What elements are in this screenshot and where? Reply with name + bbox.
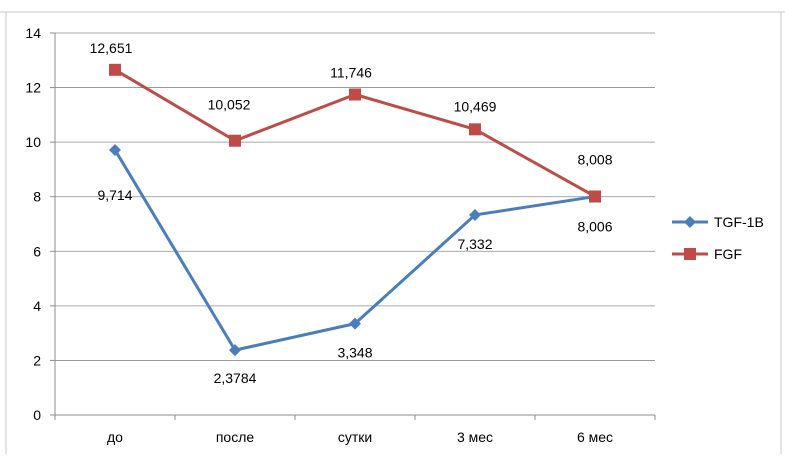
- data-label: 10,469: [454, 98, 497, 114]
- y-tick-label: 14: [25, 25, 41, 41]
- data-point: [229, 134, 241, 147]
- x-tick-labels: до после сутки 3 мес 6 мес: [107, 429, 613, 445]
- y-tick-label: 0: [33, 407, 41, 423]
- data-label: 3,348: [337, 345, 372, 361]
- data-label: 2,3784: [214, 370, 257, 386]
- y-tick-label: 6: [33, 243, 41, 259]
- y-tick-labels: 0 2 4 6 8 10 12 14: [25, 25, 41, 423]
- y-tick-label: 4: [33, 298, 41, 314]
- data-point: [109, 63, 121, 76]
- x-tick-label: 6 мес: [577, 429, 613, 445]
- data-point: [469, 123, 481, 136]
- y-tick-label: 8: [33, 189, 41, 205]
- legend-marker: [684, 216, 696, 228]
- gridlines: [55, 32, 655, 361]
- data-point: [349, 88, 361, 101]
- y-tick-label: 12: [25, 80, 41, 96]
- data-label: 10,052: [208, 97, 251, 113]
- data-labels: 9,714 2,3784 3,348 7,332 8,006 12,651 10,052 11…: [90, 40, 613, 386]
- data-label: 12,651: [90, 40, 133, 56]
- y-tick-label: 10: [25, 134, 41, 150]
- legend-marker: [684, 248, 696, 260]
- data-label: 8,008: [577, 151, 612, 167]
- data-point: [469, 208, 481, 221]
- axes: [50, 32, 656, 420]
- data-label: 7,332: [457, 236, 492, 252]
- data-point: [349, 317, 361, 330]
- legend-label: FGF: [714, 246, 742, 262]
- x-tick-label: до: [107, 429, 123, 445]
- x-tick-label: 3 мес: [457, 429, 493, 445]
- data-point: [229, 344, 241, 357]
- legend: TGF-1B FGF: [672, 214, 764, 262]
- data-label: 8,006: [577, 219, 612, 235]
- x-tick-label: после: [216, 429, 255, 445]
- series-group: [109, 63, 601, 357]
- data-point: [109, 143, 121, 156]
- data-label: 11,746: [330, 65, 372, 81]
- data-label: 9,714: [97, 187, 132, 203]
- x-tick-label: сутки: [338, 429, 372, 445]
- legend-label: TGF-1B: [714, 214, 764, 230]
- data-point: [589, 190, 601, 203]
- y-tick-label: 2: [33, 352, 41, 368]
